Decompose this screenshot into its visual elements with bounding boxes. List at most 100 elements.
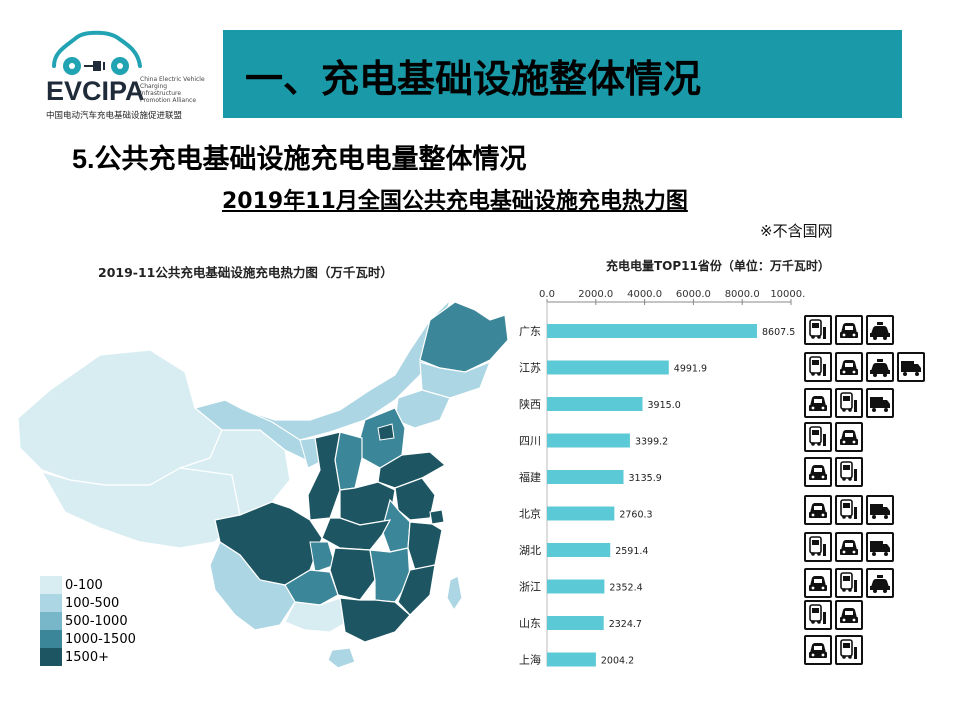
region-yunnan [209,541,296,631]
legend-swatch [40,612,62,630]
category-label: 湖北 [519,544,541,557]
taxi-icon [866,315,894,345]
x-tick-label: 10000.0 [770,289,805,300]
car-icon [835,532,863,562]
vehicle-icon-row [804,388,897,420]
vehicle-icon-row [804,568,897,600]
bus-icon [804,352,832,382]
truck-icon [866,532,894,562]
legend-item: 500-1000 [40,612,136,630]
x-tick-label: 2000.0 [578,289,613,300]
bar [547,324,758,338]
bus-icon [804,315,832,345]
region-fujian [397,564,436,616]
value-label: 8607.5 [762,327,795,338]
truck-icon [866,495,894,525]
legend-swatch [40,576,62,594]
region-zhejiang [407,521,443,571]
bus-icon [804,532,832,562]
region-taiwan [446,575,463,612]
car-icon [835,422,863,452]
taxi-icon [866,352,894,382]
map-title: 2019-11公共充电基础设施充电热力图（万千瓦时） [98,265,393,280]
region-guangdong [339,597,411,643]
bar [547,397,643,411]
region-hubei [321,517,392,551]
value-label: 2760.3 [619,510,652,521]
section-number: 5. [72,144,95,174]
car-icon [835,352,863,382]
car-icon [835,315,863,345]
x-tick-label: 4000.0 [627,289,662,300]
value-label: 2324.7 [609,619,642,630]
category-label: 山东 [519,617,541,630]
legend-item: 0-100 [40,576,136,594]
value-label: 3915.0 [648,400,681,411]
legend-label: 500-1000 [65,613,128,629]
vehicle-icon-row [804,352,928,384]
legend-label: 1500+ [65,649,109,665]
car-icon [804,388,832,418]
bus-icon [835,635,863,665]
legend-swatch [40,630,62,648]
truck-icon [897,352,925,382]
bar [547,470,624,484]
logo-subtitle-line: China Electric Vehicle [140,76,205,83]
vehicle-icon-row [804,495,897,527]
bar [547,579,605,594]
bar-chart-title: 充电电量TOP11省份（单位：万千瓦时） [606,259,830,273]
x-tick-label: 8000.0 [725,289,760,300]
region-shanghai [429,509,445,525]
category-label: 广东 [519,325,541,338]
china-heatmap [17,297,509,669]
section-title: 公共充电基础设施充电电量整体情况 [94,144,527,175]
vehicle-icon-row [804,422,866,454]
region-qinghai [179,429,291,516]
value-label: 2591.4 [615,546,648,557]
category-label: 福建 [519,470,541,484]
x-tick-label: 6000.0 [676,289,711,300]
value-label: 4991.9 [674,364,707,375]
category-label: 陕西 [519,397,541,411]
legend-item: 100-500 [40,594,136,612]
car-icon [804,457,832,487]
legend-item: 1000-1500 [40,630,136,648]
region-heilongjiang [419,301,509,373]
category-label: 上海 [519,653,541,667]
legend-label: 1000-1500 [65,631,136,647]
value-label: 3399.2 [635,437,668,448]
region-guangxi [284,597,351,633]
region-liaoning [394,389,451,429]
car-icon [835,600,863,630]
map-legend: 0-100 100-500 500-1000 1000-1500 1500+ [40,576,136,666]
bar [547,652,596,667]
category-label: 四川 [519,435,541,448]
slide-title: 一、充电基础设施整体情况 [245,57,702,101]
car-icon [804,635,832,665]
value-label: 2004.2 [601,656,634,667]
evcipa-logo: EVCIPA China Electric Vehicle Charging I… [40,26,210,126]
vehicle-icon-row [804,635,866,667]
bar [547,433,630,448]
region-hainan [327,647,356,669]
slide-title-bar: 一、充电基础设施整体情况 [223,30,902,118]
logo-subtitle-line: Charging Infrastructure [140,83,182,97]
footnote-note: ※不含国网 [760,222,833,240]
top-provinces-bar-chart: 0.0 2000.0 4000.0 6000.0 8000.0 10000.0 广东 8607… [519,289,805,667]
bar [547,616,604,630]
bus-icon [804,600,832,630]
figure-title: 2019年11月全国公共充电基础设施充电热力图 [222,189,688,214]
taxi-icon [866,568,894,598]
legend-label: 100-500 [65,595,120,611]
car-plug-logo-icon [52,30,142,75]
legend-swatch [40,648,62,666]
category-label: 浙江 [519,581,541,594]
logo-cn-name: 中国电动汽车充电基础设施促进联盟 [46,111,183,121]
value-label: 2352.4 [609,583,642,594]
category-label: 北京 [519,507,541,521]
bus-icon [835,388,863,418]
x-tick-label: 0.0 [539,289,555,300]
vehicle-type-icons [804,310,944,670]
region-beijing [377,423,395,441]
legend-item: 1500+ [40,648,136,666]
